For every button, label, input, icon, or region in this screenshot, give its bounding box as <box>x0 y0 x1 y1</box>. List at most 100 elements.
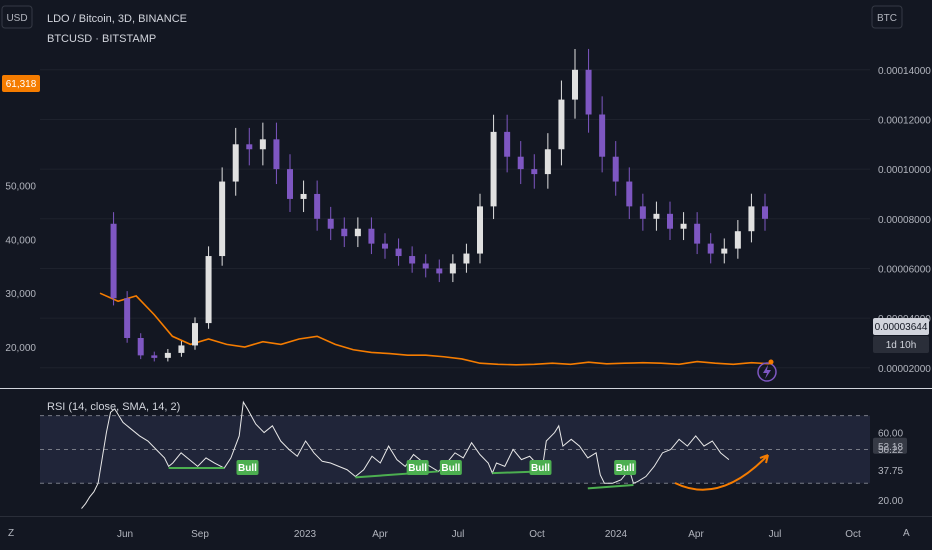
left-currency-label: USD <box>6 13 27 24</box>
lightning-event-icon[interactable] <box>757 362 777 382</box>
bull-badge-label-1: Bull <box>408 463 427 474</box>
rsi-value-tag-bg-0 <box>873 437 907 454</box>
btcusd-series <box>99 292 770 366</box>
time-tick-6: 2024 <box>605 529 628 540</box>
bull-divergence-line-3 <box>587 483 634 490</box>
time-tick-3: Apr <box>372 529 388 540</box>
candle-body-8 <box>205 256 212 324</box>
candle-body-44 <box>694 223 701 244</box>
btcusd-line <box>99 292 770 366</box>
right-axis-tick-3: 0.00008000 <box>878 215 931 226</box>
rsi-value-tag-1: 50.22 <box>878 445 903 456</box>
bull-badge-label-4: Bull <box>616 463 635 474</box>
overlay-symbol-label: BTCUSD · BITSTAMP <box>47 33 156 45</box>
candle-body-27 <box>463 253 470 264</box>
candle-body-23 <box>409 256 416 264</box>
ldo-btc-candles <box>110 48 768 362</box>
candle-body-22 <box>395 248 402 257</box>
candle-body-24 <box>422 263 429 269</box>
candle-body-34 <box>558 99 565 150</box>
left-axis-tick-2: 30,000 <box>5 289 36 300</box>
candle-body-26 <box>449 263 456 274</box>
candle-body-25 <box>436 268 443 274</box>
event-dot <box>768 359 774 365</box>
candle-body-18 <box>341 228 348 237</box>
candle-body-45 <box>707 243 714 254</box>
rsi-line <box>81 400 730 509</box>
bull-badge-2 <box>439 460 462 475</box>
candle-body-10 <box>232 144 239 182</box>
candle-body-6 <box>178 345 185 353</box>
rsi-polyline <box>81 400 730 509</box>
candle-body-33 <box>544 149 551 175</box>
left-axis-tick-0: 50,000 <box>5 181 36 192</box>
candle-body-11 <box>246 144 253 150</box>
candle-body-30 <box>504 131 511 157</box>
candle-body-39 <box>626 181 633 207</box>
candle-body-9 <box>219 181 226 257</box>
candle-body-40 <box>639 206 646 219</box>
candle-body-31 <box>517 156 524 170</box>
right-axis-tick-6: 0.00002000 <box>878 364 931 375</box>
candle-body-48 <box>748 206 755 232</box>
right-axis-tick-0: 0.00014000 <box>878 66 931 77</box>
bull-badge-label-0: Bull <box>238 463 257 474</box>
candle-body-49 <box>762 206 768 219</box>
main-grid <box>40 69 870 369</box>
bull-badge-3 <box>529 460 552 475</box>
candle-body-47 <box>734 231 741 249</box>
candle-body-17 <box>327 218 334 229</box>
bull-badge-label-3: Bull <box>531 463 550 474</box>
candle-body-46 <box>721 248 728 254</box>
bull-badge-4 <box>614 460 637 475</box>
left-axis-tick-1: 40,000 <box>5 235 36 246</box>
time-axis[interactable]: Jun Sep 2023 Apr Jul Oct 2024 Apr Jul Oct <box>117 529 861 540</box>
bull-badge-label-2: Bull <box>441 463 460 474</box>
time-tick-8: Jul <box>769 529 782 540</box>
candle-body-41 <box>653 213 660 219</box>
btcusd-last-price: 61,318 <box>6 79 37 90</box>
candle-body-32 <box>531 169 538 175</box>
rsi-pane[interactable]: Bull Bull Bull Bull Bull 60.00 20.00 52.1850.2… <box>40 400 907 509</box>
bar-countdown: 1d 10h <box>886 340 917 351</box>
candle-body-19 <box>354 228 361 237</box>
time-tick-1: Sep <box>191 529 209 540</box>
time-tick-2: 2023 <box>294 529 317 540</box>
auto-scale-icon[interactable]: A <box>903 528 910 539</box>
main-price-pane[interactable]: 0.00014000 0.00012000 0.00010000 0.00008000… <box>1 5 931 382</box>
candle-body-13 <box>273 139 280 170</box>
right-axis-tick-1: 0.00012000 <box>878 115 931 126</box>
chart-title: LDO / Bitcoin, 3D, BINANCE <box>47 13 187 25</box>
bar-countdown-tag <box>873 336 929 353</box>
rsi-axis-tick-1: 20.00 <box>878 496 903 507</box>
hand-drawn-arrow <box>674 454 769 491</box>
rsi-value-tag-0: 52.18 <box>878 442 903 453</box>
usd-scale-button[interactable] <box>1 5 33 29</box>
bull-badges: Bull Bull Bull Bull Bull <box>236 460 637 475</box>
bull-badge-0 <box>236 460 259 475</box>
right-axis-tick-2: 0.00010000 <box>878 165 931 176</box>
candle-body-21 <box>382 243 388 249</box>
time-tick-7: Apr <box>688 529 704 540</box>
left-price-axis[interactable]: 50,000 40,000 30,000 20,000 <box>5 181 36 354</box>
candle-body-37 <box>599 114 606 157</box>
candle-body-7 <box>192 323 198 346</box>
time-tick-0: Jun <box>117 529 133 540</box>
candle-body-29 <box>490 131 497 207</box>
rsi-title: RSI (14, close, SMA, 14, 2) <box>47 401 180 413</box>
candle-body-20 <box>368 228 375 244</box>
candle-body-42 <box>667 213 673 229</box>
time-tick-5: Oct <box>529 529 545 540</box>
btc-scale-button[interactable] <box>871 5 903 29</box>
last-price-tag <box>873 318 929 335</box>
time-tick-4: Jul <box>452 529 465 540</box>
rsi-axis-tick-0: 60.00 <box>878 429 903 440</box>
candle-body-36 <box>585 69 592 115</box>
candle-body-38 <box>612 156 619 182</box>
time-tick-9: Oct <box>845 529 861 540</box>
zoom-icon[interactable]: Z <box>8 528 14 539</box>
candle-body-35 <box>572 69 578 100</box>
candle-body-2 <box>124 298 131 338</box>
